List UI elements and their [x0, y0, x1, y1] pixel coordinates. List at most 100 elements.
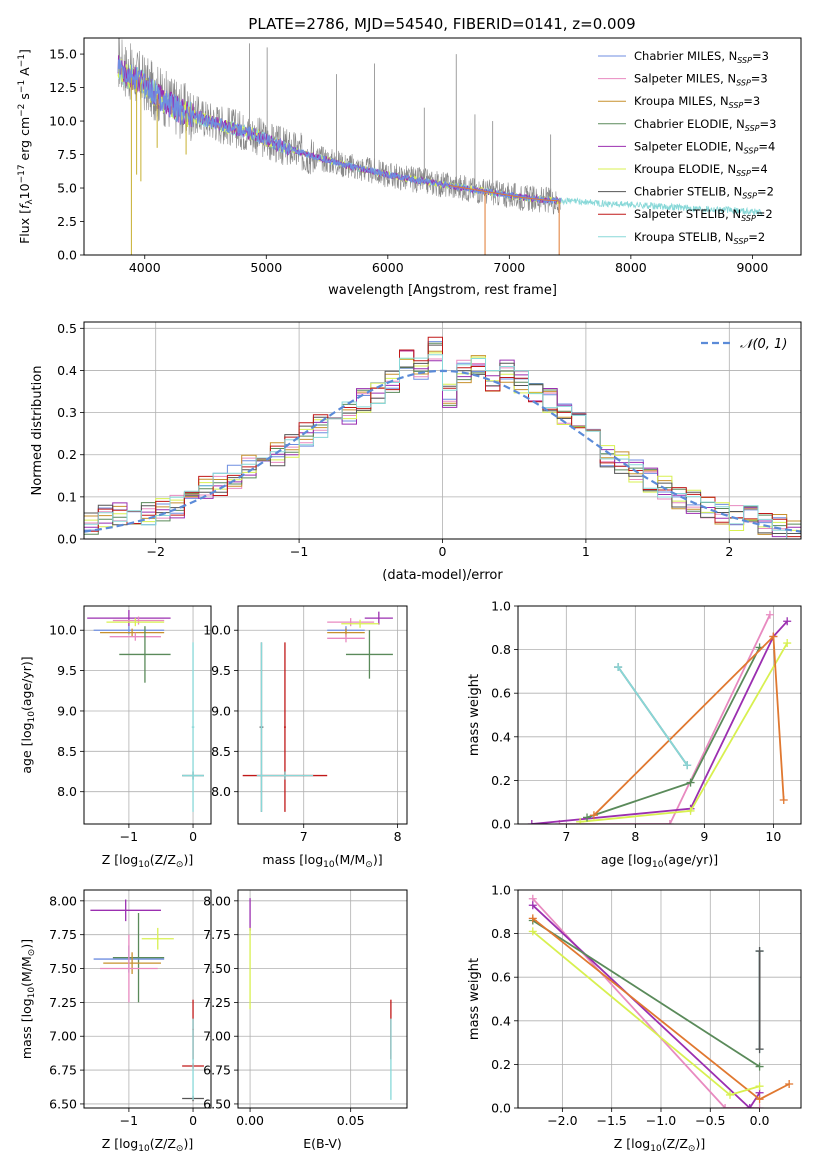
x-tick-label: 0: [189, 1113, 197, 1128]
y-axis-label-part: erg cm: [17, 117, 32, 165]
y-tick-label: 1.0: [491, 883, 511, 898]
y-tick-label: 9.5: [57, 663, 77, 678]
y-axis-label: Flux [fλ10−17 erg cm−2 s−1 A−1]: [17, 49, 35, 244]
legend-label-part: Kroupa MILES, N: [634, 94, 729, 108]
legend-label-part: =4: [758, 139, 775, 153]
x-tick-label: 4000: [129, 260, 161, 275]
mass-weight-marker: [528, 914, 537, 923]
mass-weight-marker: [755, 1062, 764, 1071]
mass-weight-line: [532, 898, 760, 1108]
y-tick-label: 0.2: [57, 447, 77, 462]
mass-weight-marker: [576, 817, 585, 824]
mass-weight-marker: [755, 1082, 764, 1091]
mass-weight-marker: [721, 1104, 730, 1108]
y-tick-label: 0.4: [491, 1013, 511, 1028]
legend-label-part: SSP: [734, 237, 749, 246]
axes-frame: [237, 605, 408, 825]
y-tick-label: 0.8: [491, 642, 511, 657]
legend-label-part: SSP: [736, 169, 751, 178]
y-tick-label: 9.5: [211, 663, 231, 678]
mass-weight-marker: [779, 796, 788, 805]
y-tick-label: 1.0: [491, 599, 511, 614]
mass-vs-extinction-plot: 0.00 0.05 6.50 6.75 7.00 7.25 7.50 7.75 8.00 E(B-…: [203, 889, 408, 1151]
legend-label-part: Salpeter ELODIE, N: [634, 139, 744, 153]
mass-weight-marker: [755, 947, 764, 956]
x-axis-label: Z [log10(Z/Z⊙)]: [102, 852, 193, 870]
y-axis-label: mass [log10(M/M⊙)]: [19, 939, 37, 1059]
mass-weight-marker: [783, 639, 792, 648]
y-tick-label: 10.0: [203, 623, 231, 638]
y-tick-label: 7.00: [49, 1029, 77, 1044]
x-axis-label: E(B-V): [303, 1136, 342, 1151]
y-tick-label: 7.75: [203, 927, 231, 942]
y-tick-label: 0.3: [57, 405, 77, 420]
legend-label-part: Chabrier ELODIE, N: [634, 117, 745, 131]
x-tick-label: 0.05: [337, 1113, 365, 1128]
x-axis-label: mass [log10(M/M⊙)]: [262, 852, 382, 870]
mass-weight-line: [593, 634, 785, 816]
x-axis-label-part: (Z/Z: [662, 1136, 688, 1151]
legend-label-part: =3: [760, 117, 777, 131]
mass-weight-marker: [755, 1104, 764, 1108]
y-tick-label: 6.75: [203, 1063, 231, 1078]
mass-weight-marker: [755, 1095, 764, 1104]
x-axis-label-part: mass [log: [262, 852, 323, 867]
age-vs-mass-plot: 7 8 8.0 8.5 9.0 9.5 10.0 mass [log10(M/M⊙)]: [203, 605, 408, 870]
x-tick-label: −1.5: [596, 1113, 626, 1128]
x-axis-label-part: 10: [138, 860, 150, 870]
y-axis-label-part: s: [17, 93, 32, 104]
spectrum-plot: 4000 5000 6000 7000 8000 9000 0.0 2.5 5.0 7.5 10.0…: [17, 37, 802, 298]
legend-label-part: Kroupa STELIB, N: [634, 230, 734, 244]
y-axis-label: mass weight: [467, 674, 482, 756]
legend-label-part: =3: [751, 72, 768, 86]
x-tick-label: −2: [146, 544, 164, 559]
y-tick-label: 0.4: [491, 729, 511, 744]
y-axis-label: age [log10(age/yr)]: [19, 656, 37, 773]
y-tick-label: 0.8: [491, 926, 511, 941]
y-tick-label: 8.5: [211, 744, 231, 759]
plot-area: [528, 894, 794, 1108]
x-axis-label-part: )]: [183, 1136, 193, 1151]
y-tick-label: 0.2: [491, 773, 511, 788]
x-tick-label: 0.00: [236, 1113, 264, 1128]
x-axis-label-part: )]: [373, 852, 383, 867]
plot-area: [242, 611, 393, 812]
axes-frame: [83, 37, 802, 256]
plot-area: [117, 38, 763, 255]
mass-weight-marker: [726, 1090, 735, 1099]
y-tick-label: 15.0: [49, 47, 77, 62]
y-axis-label-part: 10: [27, 987, 37, 999]
y-tick-label: 9.0: [211, 703, 231, 718]
x-tick-label: 10: [765, 829, 781, 844]
mass-weight-line: [532, 930, 760, 1096]
y-axis-label-part: A: [17, 67, 32, 80]
x-axis-label-part: 10: [138, 1144, 150, 1154]
x-tick-label: −1: [290, 544, 308, 559]
x-axis-label: age [log10(age/yr)]: [601, 852, 718, 870]
mass-weight-marker: [769, 632, 778, 641]
legend-label: Salpeter STELIB, NSSP=2: [634, 207, 773, 223]
x-tick-label: 2: [725, 544, 733, 559]
mass-weight-line: [617, 666, 688, 766]
y-tick-label: 7.25: [49, 995, 77, 1010]
mass-weight-marker: [783, 617, 792, 626]
x-axis-label-part: age [log: [601, 852, 652, 867]
mass-weight-line: [586, 646, 761, 819]
legend-label-part: SSP: [745, 124, 760, 133]
mass-weight-marker: [755, 1045, 764, 1054]
mass-weight-marker: [528, 927, 537, 936]
x-axis-label: Z [log10(Z/Z⊙)]: [614, 1136, 705, 1154]
y-axis-label-part: 10: [27, 711, 37, 723]
y-tick-label: 10.0: [49, 114, 77, 129]
mass-weight-line: [532, 919, 761, 1068]
legend-label-part: =3: [752, 49, 769, 63]
y-axis-label-part: −1: [17, 80, 27, 93]
mass-weight-marker: [583, 813, 592, 822]
plot-area: [249, 898, 392, 1100]
y-tick-label: 9.0: [57, 703, 77, 718]
legend-label: Chabrier ELODIE, NSSP=3: [634, 117, 776, 133]
axes-frame: [237, 889, 408, 1109]
legend-label: Chabrier STELIB, NSSP=2: [634, 185, 774, 201]
axes-frame: [83, 605, 212, 825]
